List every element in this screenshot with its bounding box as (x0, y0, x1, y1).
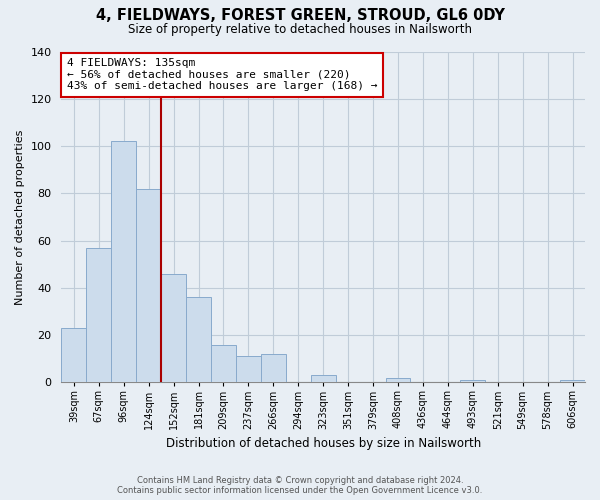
X-axis label: Distribution of detached houses by size in Nailsworth: Distribution of detached houses by size … (166, 437, 481, 450)
Bar (186, 298, 211, 382)
Bar (460, 380, 485, 382)
Text: Size of property relative to detached houses in Nailsworth: Size of property relative to detached ho… (128, 22, 472, 36)
Bar (161, 274, 186, 382)
Text: 4 FIELDWAYS: 135sqm
← 56% of detached houses are smaller (220)
43% of semi-detac: 4 FIELDWAYS: 135sqm ← 56% of detached ho… (67, 58, 377, 92)
Bar (211, 344, 236, 383)
Text: Contains HM Land Registry data © Crown copyright and database right 2024.
Contai: Contains HM Land Registry data © Crown c… (118, 476, 482, 495)
Bar (560, 380, 585, 382)
Bar (386, 378, 410, 382)
Bar (311, 376, 335, 382)
Bar (261, 354, 286, 382)
Bar (111, 142, 136, 382)
Text: 4, FIELDWAYS, FOREST GREEN, STROUD, GL6 0DY: 4, FIELDWAYS, FOREST GREEN, STROUD, GL6 … (95, 8, 505, 22)
Bar (61, 328, 86, 382)
Bar (136, 188, 161, 382)
Bar (236, 356, 261, 382)
Y-axis label: Number of detached properties: Number of detached properties (15, 129, 25, 304)
Bar (86, 248, 111, 382)
